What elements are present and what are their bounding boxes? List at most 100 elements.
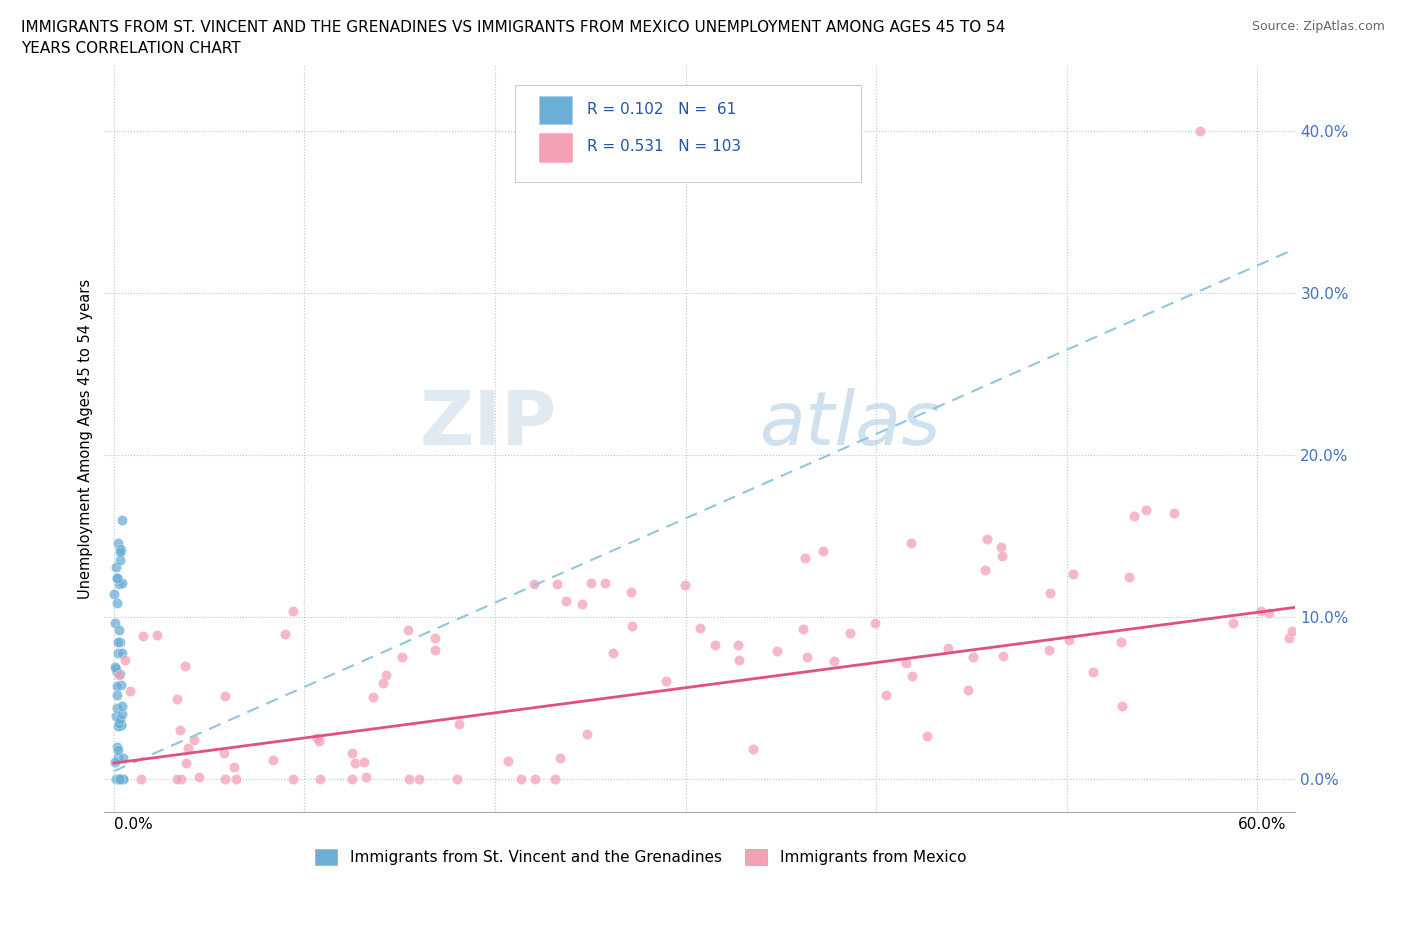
Point	[991, 648, 1014, 663]
Point	[620, 585, 643, 600]
Point	[105, 678, 128, 693]
Text: Source: ZipAtlas.com: Source: ZipAtlas.com	[1251, 20, 1385, 33]
Point	[655, 673, 678, 688]
Point	[169, 722, 191, 737]
Point	[104, 659, 127, 674]
Point	[107, 772, 129, 787]
Point	[550, 751, 572, 766]
Point	[107, 622, 129, 637]
Point	[170, 772, 193, 787]
Point	[111, 513, 134, 528]
Point	[974, 563, 997, 578]
Point	[1278, 631, 1301, 645]
Point	[353, 754, 375, 769]
Point	[110, 717, 132, 732]
Point	[110, 772, 132, 787]
Point	[105, 701, 128, 716]
Point	[107, 536, 129, 551]
Point	[146, 628, 169, 643]
Point	[107, 743, 129, 758]
Point	[107, 772, 129, 787]
Point	[1038, 643, 1060, 658]
Point	[875, 687, 897, 702]
Point	[166, 691, 188, 706]
Point	[1059, 633, 1081, 648]
Point	[173, 659, 195, 674]
Point	[391, 649, 413, 664]
Point	[108, 715, 131, 730]
Point	[544, 772, 567, 787]
Point	[957, 683, 980, 698]
Point	[108, 772, 131, 787]
Point	[110, 545, 132, 560]
Point	[281, 772, 304, 787]
Point	[555, 593, 578, 608]
Point	[962, 650, 984, 665]
Point	[104, 754, 127, 769]
Point	[274, 627, 297, 642]
Point	[111, 645, 134, 660]
Point	[1118, 569, 1140, 584]
Point	[796, 650, 818, 665]
Point	[766, 644, 789, 658]
Point	[792, 622, 814, 637]
Point	[105, 662, 128, 677]
Point	[546, 577, 568, 591]
Text: 60.0%: 60.0%	[1237, 817, 1286, 831]
Point	[571, 597, 593, 612]
Point	[105, 740, 128, 755]
Point	[225, 772, 247, 787]
Y-axis label: Unemployment Among Ages 45 to 54 years: Unemployment Among Ages 45 to 54 years	[79, 279, 93, 599]
Point	[1062, 566, 1084, 581]
Point	[396, 622, 419, 637]
Point	[308, 734, 330, 749]
Point	[620, 618, 643, 633]
Point	[108, 772, 131, 787]
Point	[579, 576, 602, 591]
Point	[105, 772, 128, 787]
FancyBboxPatch shape	[516, 85, 860, 181]
Point	[105, 571, 128, 586]
Point	[1109, 635, 1132, 650]
Point	[354, 769, 377, 784]
Point	[1281, 624, 1303, 639]
Point	[107, 772, 129, 787]
Point	[111, 751, 134, 765]
Point	[110, 718, 132, 733]
FancyBboxPatch shape	[538, 96, 572, 125]
Point	[214, 745, 236, 760]
Point	[305, 731, 328, 746]
Point	[1135, 503, 1157, 518]
Point	[523, 772, 546, 787]
Point	[108, 577, 131, 591]
Point	[111, 706, 134, 721]
Point	[108, 552, 131, 567]
Point	[110, 542, 132, 557]
Point	[112, 772, 135, 787]
Point	[371, 675, 394, 690]
Point	[105, 560, 128, 575]
Point	[107, 772, 129, 787]
Point	[108, 772, 131, 787]
Point	[107, 750, 129, 764]
Point	[111, 575, 134, 590]
Point	[174, 755, 197, 770]
Point	[118, 684, 141, 698]
Point	[309, 772, 332, 787]
Point	[132, 629, 155, 644]
Point	[838, 626, 860, 641]
Text: R = 0.531   N = 103: R = 0.531 N = 103	[586, 140, 741, 154]
Point	[990, 539, 1012, 554]
Point	[742, 741, 765, 756]
Point	[111, 698, 134, 713]
Point	[1111, 698, 1133, 713]
Point	[342, 746, 364, 761]
Point	[114, 653, 136, 668]
Point	[281, 604, 304, 618]
Point	[917, 729, 939, 744]
Point	[177, 740, 200, 755]
Point	[811, 543, 834, 558]
Point	[104, 772, 127, 787]
Point	[408, 772, 430, 787]
Point	[728, 653, 751, 668]
